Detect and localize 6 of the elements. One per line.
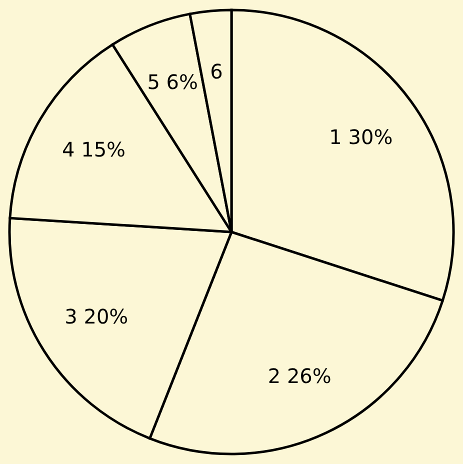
- slice-label: 2 26%: [268, 364, 332, 388]
- slice-label: 5 6%: [147, 70, 198, 94]
- slice-label: 4 15%: [62, 138, 126, 162]
- slice-label: 1 30%: [329, 124, 393, 149]
- slice-label: 3 20%: [64, 304, 128, 329]
- slice-label: 6: [210, 60, 223, 84]
